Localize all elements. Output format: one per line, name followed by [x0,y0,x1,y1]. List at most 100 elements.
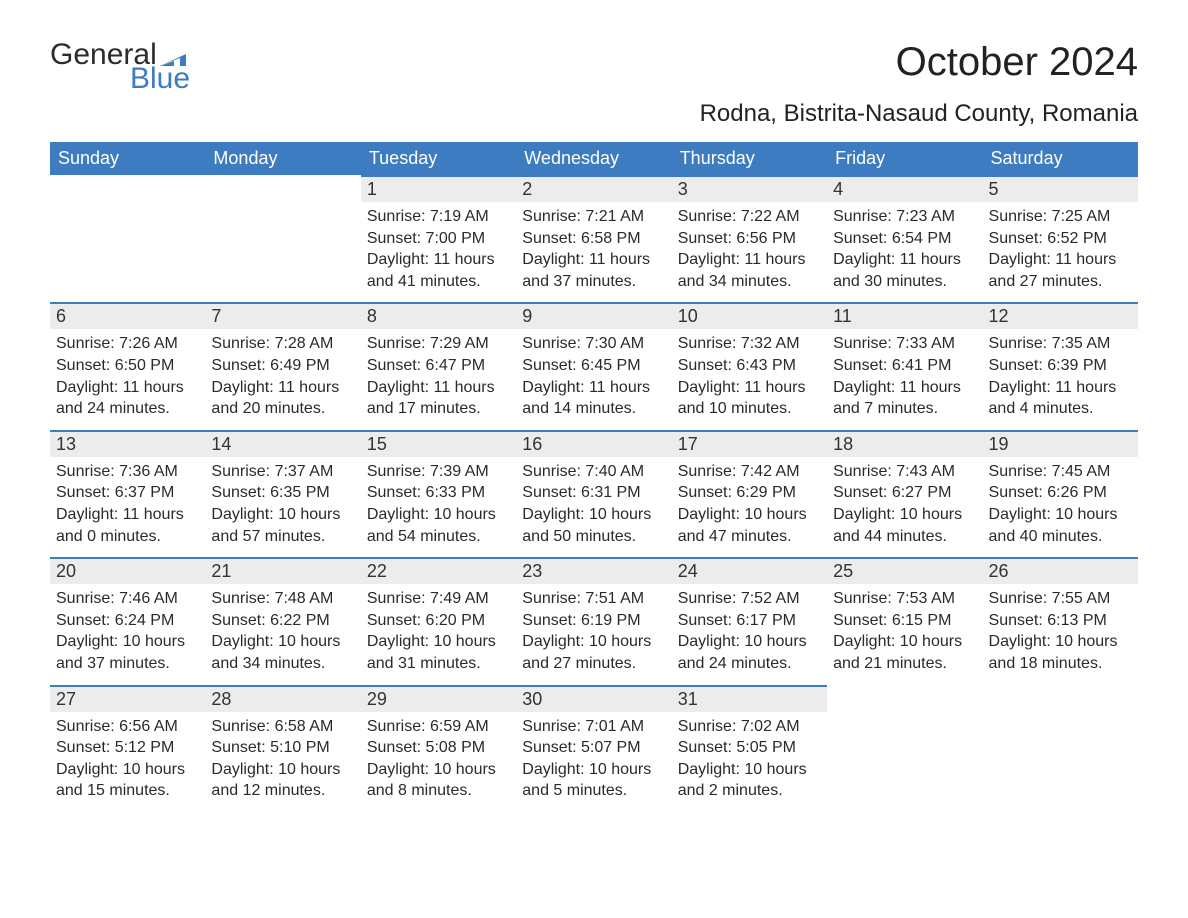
day-number: 5 [983,175,1138,202]
calendar-table: SundayMondayTuesdayWednesdayThursdayFrid… [50,142,1138,812]
sunset-line: Sunset: 6:58 PM [522,228,665,250]
day-content: Sunrise: 7:40 AMSunset: 6:31 PMDaylight:… [516,457,671,557]
day-content: Sunrise: 6:59 AMSunset: 5:08 PMDaylight:… [361,712,516,812]
calendar-cell: 14Sunrise: 7:37 AMSunset: 6:35 PMDayligh… [205,430,360,557]
daylight-line: Daylight: 10 hours and 24 minutes. [678,631,821,674]
weekday-header-row: SundayMondayTuesdayWednesdayThursdayFrid… [50,142,1138,175]
calendar-cell: 25Sunrise: 7:53 AMSunset: 6:15 PMDayligh… [827,557,982,684]
daylight-line: Daylight: 10 hours and 47 minutes. [678,504,821,547]
sunset-line: Sunset: 5:05 PM [678,737,821,759]
sunrise-line: Sunrise: 7:42 AM [678,461,821,483]
calendar-cell [50,175,205,302]
calendar-cell: 19Sunrise: 7:45 AMSunset: 6:26 PMDayligh… [983,430,1138,557]
sunrise-line: Sunrise: 7:33 AM [833,333,976,355]
sunset-line: Sunset: 6:24 PM [56,610,199,632]
daylight-line: Daylight: 11 hours and 24 minutes. [56,377,199,420]
daylight-line: Daylight: 11 hours and 30 minutes. [833,249,976,292]
sunset-line: Sunset: 6:35 PM [211,482,354,504]
daylight-line: Daylight: 11 hours and 0 minutes. [56,504,199,547]
day-number: 13 [50,430,205,457]
day-number: 6 [50,302,205,329]
calendar-cell: 3Sunrise: 7:22 AMSunset: 6:56 PMDaylight… [672,175,827,302]
sunrise-line: Sunrise: 7:49 AM [367,588,510,610]
day-number: 14 [205,430,360,457]
sunrise-line: Sunrise: 7:19 AM [367,206,510,228]
daylight-line: Daylight: 11 hours and 37 minutes. [522,249,665,292]
day-number: 1 [361,175,516,202]
calendar-cell: 12 Sunrise: 7:35 AMSunset: 6:39 PMDayligh… [983,302,1138,429]
daylight-line: Daylight: 10 hours and 5 minutes. [522,759,665,802]
logo: General Blue [50,40,190,94]
sunrise-line: Sunrise: 7:46 AM [56,588,199,610]
day-content: Sunrise: 7:51 AMSunset: 6:19 PMDaylight:… [516,584,671,684]
day-content: Sunrise: 7:21 AMSunset: 6:58 PMDaylight:… [516,202,671,302]
sunset-line: Sunset: 6:50 PM [56,355,199,377]
location-subtitle: Rodna, Bistrita-Nasaud County, Romania [50,100,1138,128]
calendar-cell: 24Sunrise: 7:52 AMSunset: 6:17 PMDayligh… [672,557,827,684]
sunset-line: Sunset: 6:15 PM [833,610,976,632]
day-content: Sunrise: 7:55 AMSunset: 6:13 PMDaylight:… [983,584,1138,684]
daylight-line: Daylight: 10 hours and 12 minutes. [211,759,354,802]
daylight-line: Daylight: 10 hours and 37 minutes. [56,631,199,674]
calendar-cell: 18Sunrise: 7:43 AMSunset: 6:27 PMDayligh… [827,430,982,557]
weekday-header: Thursday [672,142,827,175]
daylight-line: Daylight: 10 hours and 18 minutes. [989,631,1132,674]
sunrise-line: Sunrise: 7:39 AM [367,461,510,483]
weekday-header: Sunday [50,142,205,175]
sunset-line: Sunset: 6:52 PM [989,228,1132,250]
daylight-line: Daylight: 11 hours and 7 minutes. [833,377,976,420]
day-content: Sunrise: 7:19 AMSunset: 7:00 PMDaylight:… [361,202,516,302]
daylight-line: Daylight: 11 hours and 27 minutes. [989,249,1132,292]
daylight-line: Daylight: 11 hours and 4 minutes. [989,377,1132,420]
day-number: 4 [827,175,982,202]
weekday-header: Wednesday [516,142,671,175]
daylight-line: Daylight: 10 hours and 21 minutes. [833,631,976,674]
day-number: 22 [361,557,516,584]
day-number: 21 [205,557,360,584]
day-number: 12 [983,302,1138,329]
day-number: 7 [205,302,360,329]
day-content: Sunrise: 7:52 AMSunset: 6:17 PMDaylight:… [672,584,827,684]
sunset-line: Sunset: 5:10 PM [211,737,354,759]
sunrise-line: Sunrise: 7:02 AM [678,716,821,738]
day-number: 27 [50,685,205,712]
day-content: Sunrise: 7:43 AMSunset: 6:27 PMDaylight:… [827,457,982,557]
day-number: 30 [516,685,671,712]
calendar-cell: 29Sunrise: 6:59 AMSunset: 5:08 PMDayligh… [361,685,516,812]
day-number: 23 [516,557,671,584]
sunrise-line: Sunrise: 7:25 AM [989,206,1132,228]
daylight-line: Daylight: 10 hours and 31 minutes. [367,631,510,674]
sunrise-line: Sunrise: 6:58 AM [211,716,354,738]
daylight-line: Daylight: 10 hours and 50 minutes. [522,504,665,547]
day-number: 11 [827,302,982,329]
daylight-line: Daylight: 10 hours and 2 minutes. [678,759,821,802]
sunrise-line: Sunrise: 7:43 AM [833,461,976,483]
day-number: 2 [516,175,671,202]
sunrise-line: Sunrise: 7:52 AM [678,588,821,610]
daylight-line: Daylight: 10 hours and 54 minutes. [367,504,510,547]
daylight-line: Daylight: 10 hours and 34 minutes. [211,631,354,674]
day-number: 10 [672,302,827,329]
day-content: Sunrise: 7:49 AMSunset: 6:20 PMDaylight:… [361,584,516,684]
logo-text-blue: Blue [130,64,190,94]
day-content: Sunrise: 7:39 AMSunset: 6:33 PMDaylight:… [361,457,516,557]
calendar-cell: 17Sunrise: 7:42 AMSunset: 6:29 PMDayligh… [672,430,827,557]
sunset-line: Sunset: 6:39 PM [989,355,1132,377]
weekday-header: Monday [205,142,360,175]
calendar-cell: 1Sunrise: 7:19 AMSunset: 7:00 PMDaylight… [361,175,516,302]
calendar-cell: 7Sunrise: 7:28 AMSunset: 6:49 PMDaylight… [205,302,360,429]
sunrise-line: Sunrise: 7:35 AM [989,333,1132,355]
daylight-line: Daylight: 11 hours and 17 minutes. [367,377,510,420]
sunset-line: Sunset: 6:41 PM [833,355,976,377]
sunrise-line: Sunrise: 6:56 AM [56,716,199,738]
sunset-line: Sunset: 6:19 PM [522,610,665,632]
day-content: Sunrise: 7:23 AMSunset: 6:54 PMDaylight:… [827,202,982,302]
calendar-cell: 31Sunrise: 7:02 AMSunset: 5:05 PMDayligh… [672,685,827,812]
day-content: Sunrise: 7:26 AMSunset: 6:50 PMDaylight:… [50,329,205,429]
day-number: 15 [361,430,516,457]
weekday-header: Saturday [983,142,1138,175]
day-number: 3 [672,175,827,202]
sunset-line: Sunset: 5:07 PM [522,737,665,759]
calendar-cell: 8Sunrise: 7:29 AMSunset: 6:47 PMDaylight… [361,302,516,429]
sunrise-line: Sunrise: 7:55 AM [989,588,1132,610]
